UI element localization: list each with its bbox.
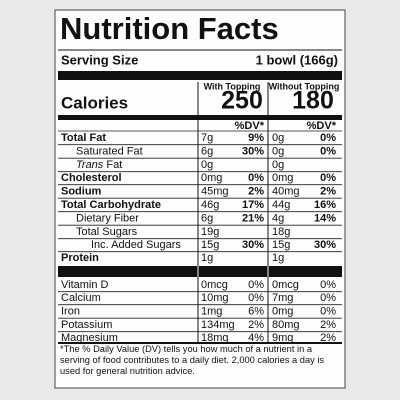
nutrient-label: Cholesterol (61, 172, 122, 184)
nutrient-label: Total Fat (61, 132, 106, 144)
amount: 0g (201, 159, 213, 171)
nutrient-label: Inc. Added Sugars (91, 239, 181, 251)
thick-bar (58, 71, 342, 80)
nutrient-label: Total Sugars (76, 226, 138, 238)
nutrient-label: Total Carbohydrate (61, 199, 161, 211)
column-header: With Topping (204, 81, 261, 91)
daily-value: 9% (248, 132, 264, 144)
amount: 18mg (201, 332, 229, 344)
daily-value: 0% (320, 279, 336, 291)
daily-value: 30% (242, 145, 264, 157)
daily-value: 0% (320, 292, 336, 304)
amount: 18g (272, 226, 290, 238)
amount: 0mg (272, 305, 293, 317)
amount: 15g (201, 239, 219, 251)
daily-value: 0% (248, 292, 264, 304)
serving-label: Serving Size (61, 52, 138, 67)
nutrient-label: Magnesium (61, 332, 118, 344)
calories-value: 250 (221, 87, 263, 115)
daily-value: 0% (320, 145, 336, 157)
dv-header: %DV* (307, 120, 337, 132)
amount: 0g (272, 145, 284, 157)
amount: 0mg (272, 172, 293, 184)
daily-value: 2% (320, 319, 336, 331)
nutrient-label-text: Cholesterol (61, 172, 122, 184)
thick-bar (58, 266, 197, 277)
amount: 134mg (201, 319, 235, 331)
daily-value: 16% (314, 199, 336, 211)
nutrient-label-text: Saturated Fat (76, 145, 143, 157)
amount: 6g (201, 145, 213, 157)
daily-value: 0% (320, 132, 336, 144)
nutrient-label: Calcium (61, 292, 101, 304)
rule (58, 342, 342, 344)
nutrient-label: Sodium (61, 185, 102, 197)
daily-value: 6% (248, 305, 264, 317)
calories-label: Calories (61, 93, 128, 112)
nutrient-label-text: Total Carbohydrate (61, 199, 161, 211)
amount: 40mg (272, 185, 300, 197)
daily-value: 0% (320, 305, 336, 317)
daily-value: 2% (320, 332, 336, 344)
amount: 0g (272, 132, 284, 144)
daily-value: 4% (248, 332, 264, 344)
amount: 44g (272, 199, 290, 211)
column-header: Without Topping (269, 81, 340, 91)
serving-value: 1 bowl (166g) (256, 52, 338, 67)
nutrient-label: Vitamin D (61, 279, 109, 291)
amount: 80mg (272, 319, 300, 331)
amount: 19g (201, 226, 219, 238)
amount: 4g (272, 212, 284, 224)
nutrient-label-text: Total Sugars (76, 226, 138, 238)
amount: 1g (272, 252, 284, 264)
amount: 15g (272, 239, 290, 251)
thick-bar (58, 115, 342, 120)
amount: 1mg (201, 305, 222, 317)
calories-value: 180 (292, 87, 334, 115)
thick-bar (269, 266, 342, 277)
nutrient-label-text: Total Fat (61, 132, 106, 144)
dv-header: %DV* (235, 120, 265, 132)
nutrient-label-text: Dietary Fiber (76, 212, 139, 224)
nutrient-label-text: Sodium (61, 185, 102, 197)
daily-value: 17% (242, 199, 264, 211)
nutrient-label: Dietary Fiber (76, 212, 139, 224)
nutrient-label: Saturated Fat (76, 145, 143, 157)
nutrient-label: Potassium (61, 319, 112, 331)
nutrient-label-text: Inc. Added Sugars (91, 239, 181, 251)
daily-value: 0% (320, 172, 336, 184)
title: Nutrition Facts (60, 11, 279, 46)
amount: 0mg (201, 172, 222, 184)
nutrient-label: Iron (61, 305, 80, 317)
amount: 1g (201, 252, 213, 264)
amount: 46g (201, 199, 219, 211)
nutrient-label-italic: Trans (76, 159, 104, 171)
amount: 7mg (272, 292, 293, 304)
nutrient-label-text: Protein (61, 252, 99, 264)
amount: 7g (201, 132, 213, 144)
daily-value: 21% (242, 212, 264, 224)
daily-value: 0% (248, 279, 264, 291)
daily-value: 2% (248, 319, 264, 331)
amount: 45mg (201, 185, 229, 197)
daily-value: 2% (248, 185, 264, 197)
footnote: *The % Daily Value (DV) tells you how mu… (60, 344, 325, 376)
nutrient-label: Protein (61, 252, 99, 264)
amount: 0mcg (201, 279, 228, 291)
amount: 10mg (201, 292, 229, 304)
amount: 6g (201, 212, 213, 224)
amount: 0mcg (272, 279, 299, 291)
nutrient-label: Trans Fat (76, 159, 122, 171)
amount: 9mg (272, 332, 293, 344)
amount: 0g (272, 159, 284, 171)
daily-value: 14% (314, 212, 336, 224)
daily-value: 0% (248, 172, 264, 184)
daily-value: 30% (314, 239, 336, 251)
nutrient-label-text: Fat (106, 159, 122, 171)
daily-value: 30% (242, 239, 264, 251)
daily-value: 2% (320, 185, 336, 197)
thick-bar (199, 266, 267, 277)
